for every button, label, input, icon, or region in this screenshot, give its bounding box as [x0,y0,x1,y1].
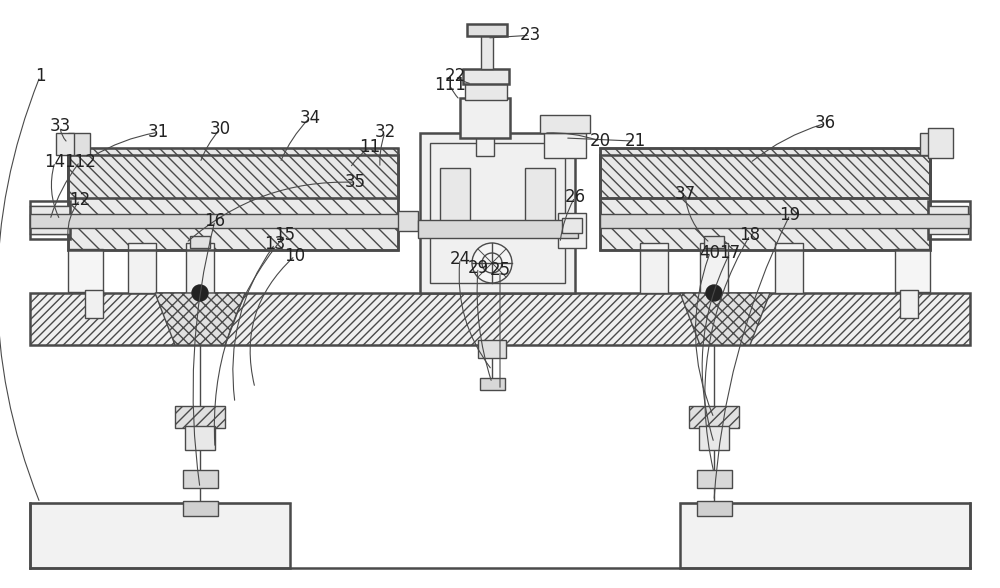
Text: 26: 26 [564,188,586,206]
Bar [30,503,290,568]
Text: 35: 35 [344,173,366,191]
Text: 1: 1 [35,68,45,85]
Text: 29: 29 [467,259,489,276]
Bar [183,470,218,488]
Bar [467,24,507,36]
Bar [700,243,728,293]
Text: 17: 17 [719,244,741,262]
Text: 23: 23 [519,26,541,44]
Bar [525,168,555,228]
Bar [689,406,739,428]
Bar [697,470,732,488]
Bar [476,86,494,156]
Bar [420,133,575,293]
Bar [398,211,418,231]
Circle shape [706,285,722,301]
Bar [68,249,103,292]
Bar [680,503,970,568]
Bar [600,148,930,198]
Bar [440,168,470,228]
Bar [478,340,506,358]
Text: 30: 30 [209,121,231,138]
Polygon shape [155,293,245,345]
Text: 40: 40 [700,244,720,262]
Bar [30,201,70,239]
Bar [900,290,918,318]
Polygon shape [680,293,770,345]
Bar [640,243,668,293]
Bar [465,82,507,100]
Text: 37: 37 [674,185,696,203]
Bar [185,426,215,450]
Text: 32: 32 [374,123,396,141]
Bar [699,426,729,450]
Bar [544,133,586,158]
Text: 111: 111 [434,76,466,94]
Bar [175,406,225,428]
Bar [600,155,930,250]
Circle shape [192,285,208,301]
Bar [430,143,565,283]
Bar [186,243,214,293]
Text: 16: 16 [204,212,226,229]
Text: 20: 20 [589,132,611,150]
Text: 19: 19 [779,206,801,223]
Bar [56,133,74,155]
Bar [481,34,493,69]
Text: 14: 14 [44,153,66,171]
Text: 13: 13 [264,235,286,253]
Text: 12: 12 [69,191,91,209]
Bar [68,155,398,250]
Bar [68,148,398,198]
Bar [540,115,590,133]
Bar [460,98,510,138]
Bar [697,501,732,516]
Text: 112: 112 [64,153,96,171]
Bar [928,206,968,234]
Bar [895,249,930,292]
Bar [600,214,970,228]
Text: 18: 18 [739,226,761,244]
Bar [480,378,505,390]
Text: 25: 25 [489,262,511,279]
Text: 31: 31 [147,123,169,141]
Bar [68,155,398,250]
Text: 11: 11 [359,138,381,156]
Bar [190,236,210,248]
Polygon shape [68,133,90,155]
Bar [418,220,578,238]
Circle shape [472,243,512,283]
Bar [30,206,70,234]
Bar [463,69,509,84]
Bar [85,290,103,318]
Text: 15: 15 [274,226,296,244]
Bar [920,133,942,155]
Bar [30,214,400,228]
Bar [183,501,218,516]
Bar [928,128,953,158]
Text: 33: 33 [49,118,71,135]
Bar [562,218,582,233]
Bar [558,213,586,248]
Text: 34: 34 [299,109,321,126]
Bar [128,243,156,293]
Text: 10: 10 [284,247,306,265]
Bar [600,148,930,198]
Text: 21: 21 [624,132,646,150]
Bar [30,293,970,345]
Bar [68,148,398,198]
Bar [928,201,970,239]
Text: 36: 36 [814,115,836,132]
Text: 22: 22 [444,68,466,85]
Bar [704,236,724,248]
Bar [600,155,930,250]
Text: 24: 24 [449,250,471,268]
Bar [775,243,803,293]
